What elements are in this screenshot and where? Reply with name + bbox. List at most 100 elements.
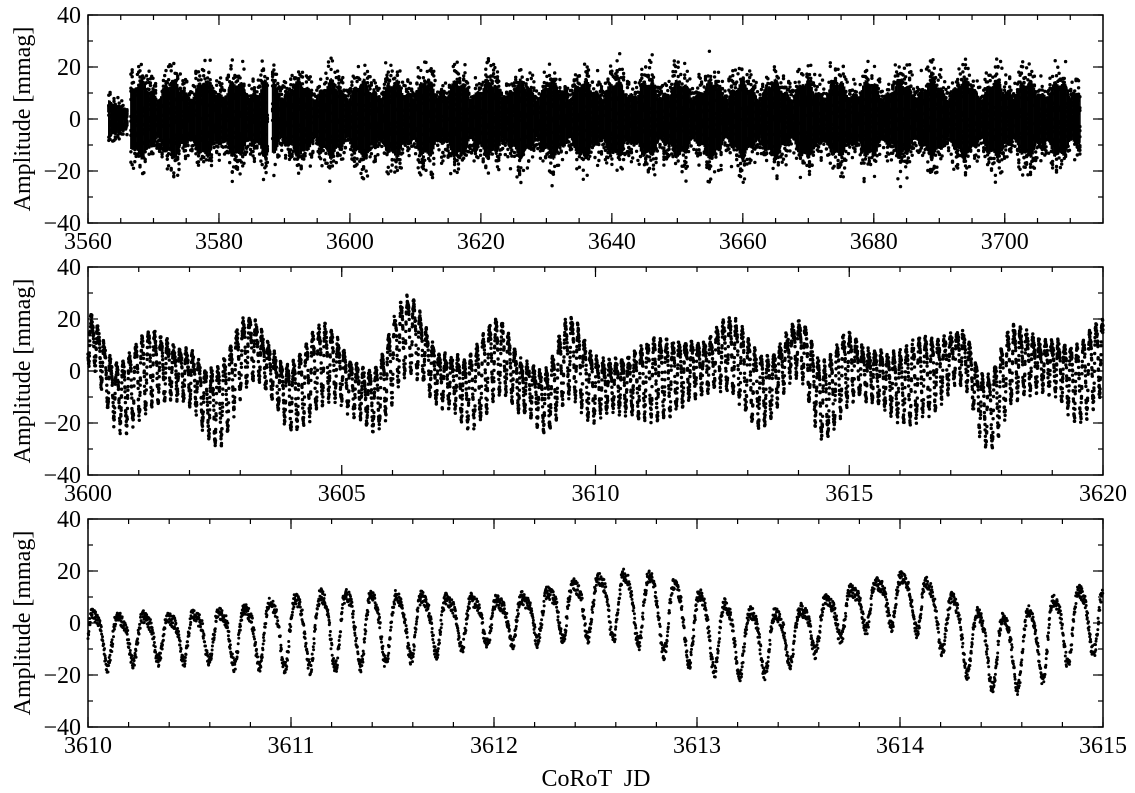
- data-point: [151, 151, 155, 156]
- data-point: [553, 71, 557, 75]
- data-point: [352, 151, 357, 155]
- data-point: [255, 90, 259, 94]
- data-point: [140, 78, 143, 160]
- data-point: [166, 164, 171, 168]
- data-point: [497, 158, 501, 162]
- data-point: [192, 85, 197, 89]
- data-point: [501, 146, 505, 151]
- data-point: [151, 87, 155, 91]
- data-point: [177, 162, 181, 166]
- data-point: [412, 142, 416, 146]
- data-point: [521, 168, 526, 173]
- data-point: [575, 157, 579, 162]
- data-point: [672, 59, 676, 63]
- data-point: [686, 149, 691, 154]
- data-point: [170, 84, 172, 154]
- data-point: [222, 88, 227, 93]
- data-point: [455, 158, 459, 163]
- data-point: [137, 83, 140, 155]
- data-point: [117, 137, 121, 141]
- data-point: [673, 70, 678, 74]
- data-point: [566, 86, 570, 91]
- data-point: [670, 82, 674, 87]
- data-point: [629, 151, 634, 155]
- data-point: [593, 155, 597, 160]
- data-point: [499, 91, 504, 95]
- data-point: [462, 74, 466, 78]
- data-point: [478, 86, 483, 90]
- data-point: [620, 167, 624, 171]
- data-point: [458, 76, 462, 81]
- data-point: [515, 175, 519, 179]
- data-point: [272, 68, 276, 72]
- data-point: [491, 62, 496, 67]
- data-point: [508, 167, 513, 171]
- data-point: [430, 175, 435, 180]
- data-point: [171, 82, 174, 156]
- data-point: [166, 78, 171, 82]
- data-point: [491, 72, 496, 76]
- data-point: [520, 75, 524, 79]
- data-point: [547, 73, 552, 78]
- data-point: [517, 171, 522, 175]
- data-point: [138, 163, 142, 168]
- data-point: [697, 72, 701, 77]
- data-point: [558, 77, 562, 82]
- data-point: [417, 76, 422, 80]
- data-point: [547, 62, 552, 66]
- data-point: [696, 86, 700, 90]
- data-point: [554, 77, 558, 82]
- data-point: [304, 80, 309, 84]
- data-point: [166, 152, 171, 156]
- data-point: [251, 77, 255, 81]
- data-point: [389, 169, 393, 173]
- data-point: [369, 152, 374, 156]
- data-point: [259, 159, 263, 163]
- data-point: [424, 168, 428, 172]
- data-point: [472, 159, 476, 163]
- data-point: [644, 65, 648, 69]
- data-point: [125, 132, 129, 137]
- data-point: [153, 84, 158, 88]
- data-point: [575, 78, 579, 82]
- data-point: [244, 150, 249, 154]
- data-point: [120, 99, 124, 103]
- data-point: [277, 154, 281, 158]
- data-point: [165, 157, 169, 161]
- data-point: [433, 78, 437, 83]
- data-point: [131, 80, 136, 85]
- data-point: [373, 159, 377, 163]
- data-point: [355, 79, 359, 84]
- data-point: [121, 132, 125, 136]
- data-point: [610, 157, 614, 161]
- data-point: [324, 151, 328, 156]
- data-point: [560, 157, 565, 162]
- data-point: [688, 77, 692, 81]
- data-point: [152, 143, 156, 148]
- data-point: [490, 79, 494, 83]
- data-point: [400, 151, 405, 155]
- data-point: [442, 154, 446, 158]
- data-point: [161, 78, 166, 83]
- data-point: [196, 160, 201, 164]
- data-point: [621, 75, 626, 79]
- data-point: [317, 84, 322, 89]
- data-point: [389, 63, 393, 67]
- data-point: [662, 146, 666, 150]
- data-point: [640, 76, 644, 80]
- data-point: [432, 74, 436, 78]
- data-point: [525, 77, 530, 82]
- data-point: [320, 164, 324, 168]
- data-point: [198, 74, 202, 78]
- data-point: [408, 81, 413, 85]
- data-point: [341, 157, 345, 161]
- data-point: [525, 166, 530, 170]
- data-point: [368, 155, 372, 159]
- data-point: [581, 168, 585, 172]
- data-point: [273, 162, 277, 167]
- data-point: [300, 82, 305, 86]
- data-point: [142, 76, 146, 80]
- data-point: [490, 152, 494, 156]
- data-point: [558, 146, 562, 150]
- data-point: [124, 110, 127, 128]
